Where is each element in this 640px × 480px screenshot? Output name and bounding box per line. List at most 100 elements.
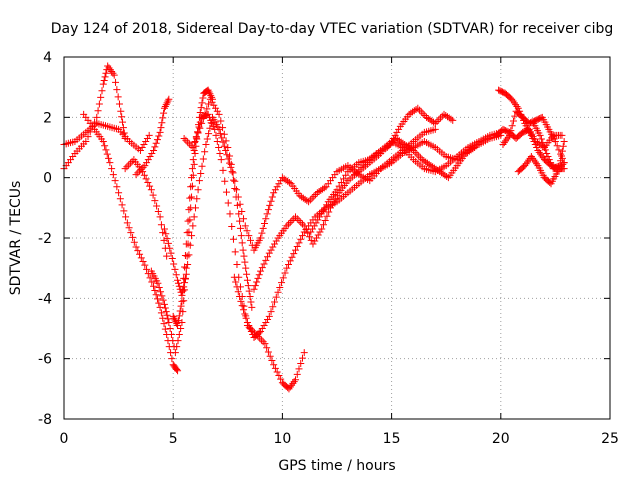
y-tick-label: -6 — [38, 352, 52, 368]
data-point — [536, 131, 544, 139]
data-point — [197, 104, 205, 112]
data-point — [108, 67, 116, 75]
data-point — [143, 134, 151, 142]
data-point — [233, 186, 241, 194]
data-point — [218, 134, 226, 142]
data-point — [411, 148, 419, 156]
data-point — [232, 278, 240, 286]
data-point — [219, 166, 227, 174]
data-point — [302, 226, 310, 234]
series-track-9 — [180, 95, 439, 254]
data-point — [233, 283, 241, 291]
data-point — [246, 325, 254, 332]
data-point — [247, 298, 255, 306]
data-point — [211, 125, 219, 133]
data-point — [120, 207, 128, 215]
data-point — [156, 128, 164, 136]
data-point — [264, 315, 272, 323]
data-point — [385, 142, 393, 150]
data-point — [219, 138, 227, 146]
data-point — [502, 137, 510, 145]
data-point — [165, 95, 173, 103]
data-point — [258, 264, 266, 272]
data-point — [152, 139, 160, 147]
data-point — [285, 385, 293, 393]
series-track-7 — [160, 113, 256, 311]
data-point — [144, 156, 152, 164]
data-point — [236, 217, 244, 225]
data-point — [325, 208, 333, 216]
data-point — [272, 293, 280, 301]
series-track-6 — [147, 86, 217, 357]
data-point — [391, 131, 399, 139]
data-point — [267, 308, 275, 316]
data-point — [231, 248, 239, 256]
data-point — [227, 160, 235, 168]
data-point — [224, 155, 232, 163]
series-track-1 — [60, 62, 129, 173]
data-point — [539, 139, 547, 147]
data-point — [257, 267, 265, 275]
data-point — [82, 137, 90, 145]
data-point — [162, 230, 170, 238]
data-point — [173, 320, 181, 328]
data-point — [229, 176, 237, 184]
data-point — [228, 168, 236, 176]
data-point — [97, 93, 105, 101]
data-point — [243, 276, 251, 284]
series-track-2 — [60, 119, 153, 155]
data-point — [172, 271, 180, 279]
data-point — [146, 153, 154, 161]
data-point — [157, 288, 165, 296]
data-point — [149, 191, 157, 199]
data-point — [169, 312, 177, 320]
data-point — [195, 123, 203, 131]
data-point — [295, 365, 303, 373]
data-point — [270, 361, 278, 369]
data-point — [109, 69, 117, 77]
data-point — [430, 118, 438, 126]
data-point — [318, 225, 326, 233]
data-point — [205, 130, 213, 138]
data-point — [111, 177, 119, 185]
data-point — [215, 110, 223, 118]
data-point — [222, 188, 230, 196]
data-point — [178, 297, 186, 305]
data-point — [558, 131, 566, 139]
data-point — [148, 150, 156, 158]
data-point — [205, 113, 213, 121]
data-point — [106, 159, 114, 167]
data-point — [255, 329, 263, 337]
data-point — [132, 243, 140, 251]
data-point — [142, 175, 150, 183]
data-point — [226, 152, 234, 160]
data-point — [279, 274, 287, 282]
data-point — [273, 183, 281, 191]
data-point — [121, 165, 129, 173]
data-point — [159, 296, 167, 304]
data-point — [383, 144, 391, 151]
data-point — [234, 288, 242, 296]
data-point — [208, 98, 216, 106]
data-point — [247, 328, 255, 336]
data-point — [203, 105, 211, 113]
series-track-18 — [530, 119, 568, 173]
data-point — [160, 236, 168, 244]
data-point — [298, 354, 306, 362]
data-point — [153, 295, 161, 303]
data-point — [142, 137, 150, 145]
data-point — [137, 254, 145, 262]
data-point — [286, 218, 294, 226]
data-point — [293, 215, 301, 223]
data-point — [307, 236, 315, 244]
data-point — [243, 318, 251, 326]
data-point — [413, 150, 421, 158]
data-point — [261, 340, 269, 348]
data-point — [258, 325, 266, 332]
data-point — [191, 150, 199, 158]
data-point — [207, 116, 215, 124]
data-point — [272, 237, 280, 245]
data-point — [269, 243, 277, 251]
data-point — [438, 112, 446, 120]
data-point — [147, 186, 155, 194]
